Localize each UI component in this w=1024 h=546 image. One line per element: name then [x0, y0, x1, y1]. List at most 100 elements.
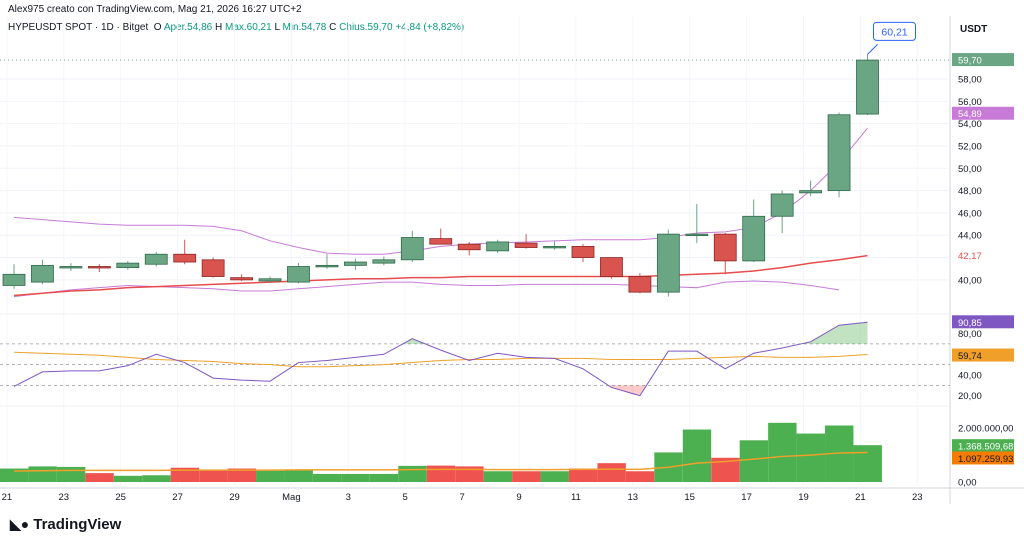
- axis-unit-label: USDT: [960, 24, 988, 35]
- volume-bar-up: [768, 422, 797, 482]
- volume-bar-down: [85, 473, 114, 482]
- candle-down: [514, 242, 538, 248]
- rsi-tick-label: 40,00: [958, 370, 982, 381]
- time-tick-label: 27: [172, 492, 183, 503]
- candle-up: [799, 190, 822, 194]
- rsi-ma-badge: 59,74: [958, 351, 982, 362]
- time-tick-label: 3: [346, 492, 351, 503]
- candle-up: [258, 278, 282, 282]
- high-callout-pointer: [867, 44, 878, 55]
- candle-down: [201, 259, 225, 277]
- bollinger-badge: 54,89: [958, 109, 982, 120]
- high-callout-label: 60,21: [881, 26, 907, 38]
- candle-up: [543, 246, 566, 249]
- candle-up: [315, 264, 339, 268]
- volume-badge: 1.368.509,68: [958, 442, 1013, 453]
- candle-down: [457, 243, 481, 251]
- time-tick-label: 15: [684, 492, 695, 503]
- volume-bar-down: [512, 471, 541, 482]
- volume-bar-up: [56, 466, 86, 482]
- volume-bar-down: [426, 465, 456, 482]
- volume-bar-up: [256, 470, 285, 482]
- volume-bar-up: [540, 471, 569, 482]
- volume-bar-up: [483, 471, 513, 482]
- price-tick-label: 50,00: [958, 164, 982, 175]
- candle-down: [173, 253, 197, 263]
- candle-up: [59, 266, 83, 269]
- ohlc-high: Max.60,21: [224, 22, 272, 33]
- ohlc-low-key: L: [274, 22, 280, 33]
- price-tick-label: 52,00: [958, 141, 982, 152]
- rsi-line: [13, 321, 868, 397]
- price-tick-label: 46,00: [958, 208, 982, 219]
- close-price-badge: 59,70: [958, 56, 982, 67]
- candle-up: [144, 253, 168, 265]
- time-tick-label: 9: [516, 492, 521, 503]
- volume-bar-up: [0, 468, 29, 482]
- candle-up: [685, 233, 709, 237]
- candle-up: [656, 233, 680, 293]
- rsi-badge: 90,85: [958, 318, 982, 329]
- candle-down: [571, 246, 595, 258]
- volume-bar-down: [597, 463, 626, 482]
- volume-tick-label: 2.000.000,00: [958, 424, 1013, 435]
- time-tick-label: 23: [58, 492, 69, 503]
- price-tick-label: 58,00: [958, 75, 982, 86]
- ma-badge: 42,17: [958, 251, 982, 262]
- price-tick-label: 48,00: [958, 186, 982, 197]
- volume-bar-up: [341, 473, 370, 482]
- volume-bar-down: [569, 468, 598, 482]
- candle-down: [600, 257, 623, 277]
- candle-up: [742, 215, 766, 262]
- time-tick-label: 17: [741, 492, 752, 503]
- volume-bar-down: [625, 471, 655, 482]
- time-tick-label: 7: [459, 492, 464, 503]
- time-tick-label: 29: [229, 492, 240, 503]
- volume-bar-up: [369, 473, 399, 482]
- price-tick-label: 40,00: [958, 275, 982, 286]
- candle-up: [31, 264, 54, 283]
- time-tick-label: 5: [403, 492, 408, 503]
- attribution-text: Alex975 creato con TradingView.com, Mag …: [8, 4, 302, 15]
- tradingview-logo-icon: ◣●: [10, 516, 30, 532]
- rsi-ma-badge-bg: [952, 348, 1014, 362]
- time-tick-label: Mag: [282, 492, 300, 503]
- volume-bar-down: [170, 467, 200, 482]
- moving-average-line: [13, 254, 868, 297]
- volume-bar-up: [853, 445, 882, 482]
- rsi-badge-bg: [952, 315, 1014, 329]
- rsi-tick-label: 20,00: [958, 391, 982, 402]
- time-tick-label: 25: [115, 492, 126, 503]
- candle-down: [713, 233, 737, 262]
- price-tick-label: 44,00: [958, 231, 982, 242]
- candle-up: [2, 273, 26, 286]
- time-tick-label: 11: [571, 492, 581, 503]
- tradingview-logo[interactable]: ◣● TradingView: [10, 516, 121, 533]
- candle-up: [287, 266, 310, 283]
- time-tick-label: 13: [627, 492, 638, 503]
- volume-bar-up: [312, 473, 342, 482]
- candle-up: [400, 237, 424, 261]
- candle-up: [116, 262, 140, 269]
- volume-bar-down: [455, 466, 484, 482]
- price-tick-label: 54,00: [958, 119, 982, 130]
- rsi-tick-label: 80,00: [958, 329, 982, 340]
- rsi-overbought-fill: [839, 322, 868, 344]
- price-tick-label: 56,00: [958, 97, 982, 108]
- ohlc-close: Chius.59,70: [339, 22, 393, 33]
- candle-up: [372, 259, 396, 264]
- volume-ma-line: [13, 451, 868, 472]
- volume-ma-badge: 1.097.259,93: [958, 454, 1013, 465]
- bollinger-lower-line: [13, 280, 840, 298]
- ohlc-close-key: C: [329, 22, 337, 33]
- candle-down: [628, 276, 652, 293]
- volume-ma-badge-bg: [952, 451, 1014, 465]
- volume-bar-up: [142, 475, 171, 482]
- close-price-badge-bg: [952, 53, 1014, 67]
- candle-up: [856, 59, 879, 115]
- candle-down: [87, 266, 111, 269]
- volume-bar-down: [227, 468, 256, 482]
- ohlc-low: Min.54,78: [282, 22, 327, 33]
- tradingview-logo-text: TradingView: [33, 516, 122, 533]
